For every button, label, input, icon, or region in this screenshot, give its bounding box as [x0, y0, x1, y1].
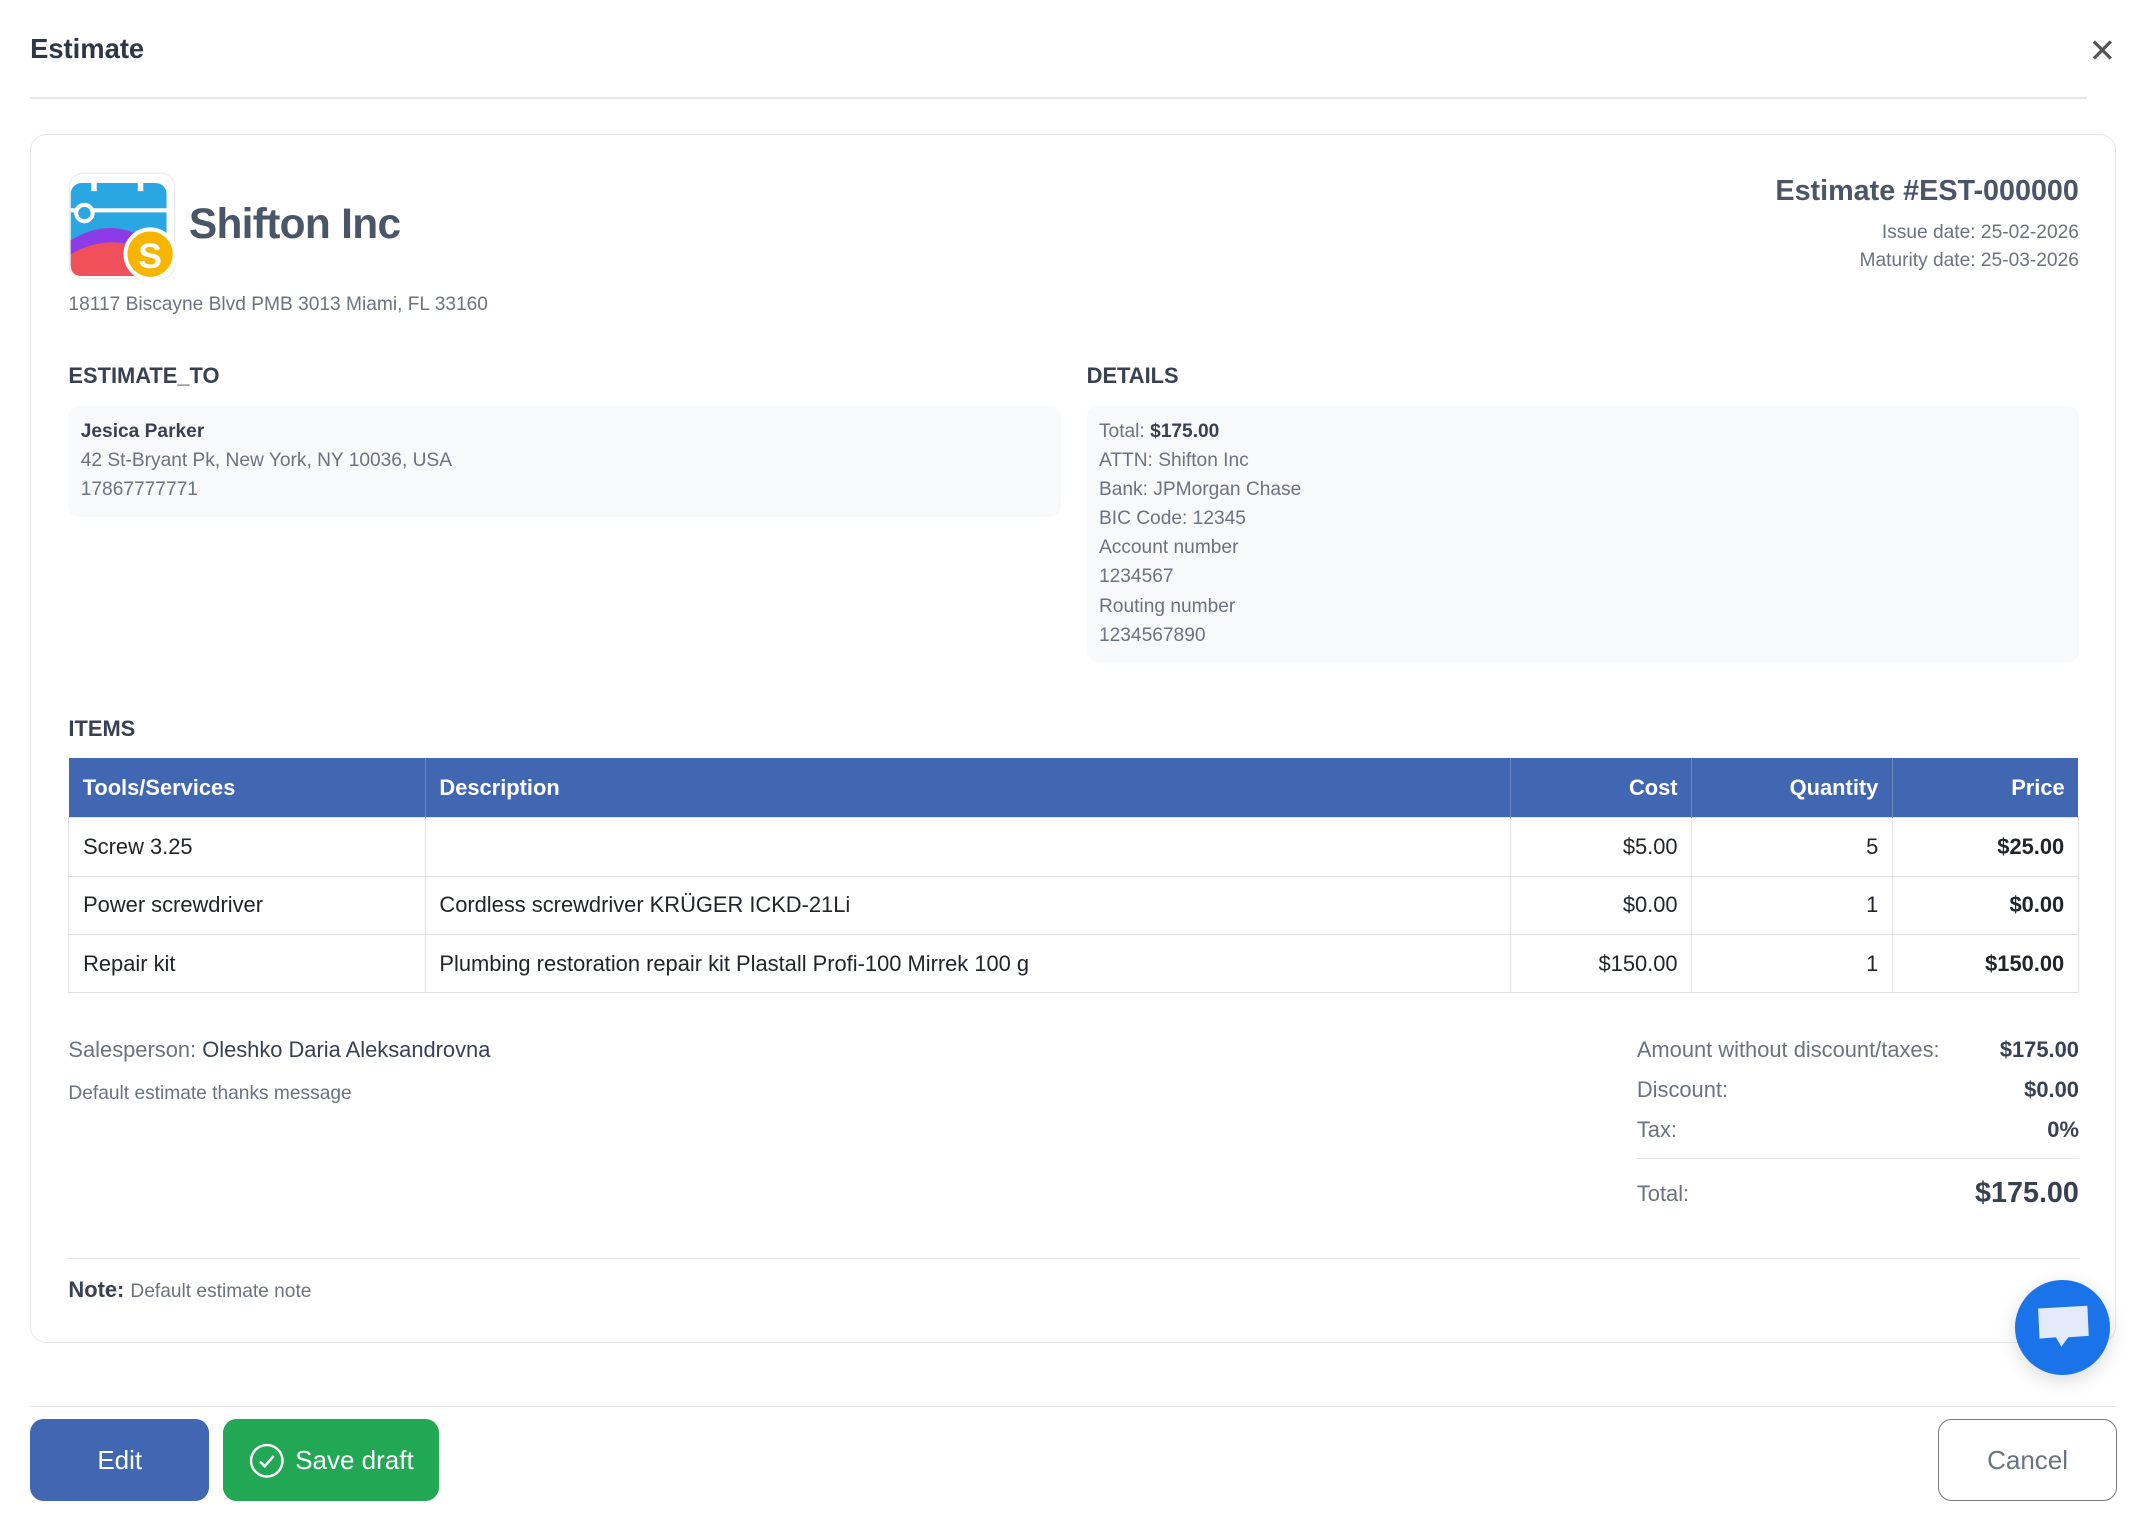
chat-button[interactable] [2014, 1279, 2111, 1376]
chat-bubble-icon [2037, 1305, 2089, 1347]
estimate-number: Estimate #EST-000000 [1775, 175, 2079, 208]
col-price: Price [1892, 758, 2079, 818]
edit-button[interactable]: Edit [30, 1419, 210, 1502]
cancel-button[interactable]: Cancel [1937, 1419, 2118, 1502]
cell-price: $150.00 [1892, 933, 2079, 994]
details-line: Account number [1098, 537, 1239, 559]
modal-title: Estimate [30, 32, 145, 64]
cell-tool: Power screwdriver [68, 875, 426, 935]
tax-label: Tax: [1636, 1116, 1677, 1142]
salesperson-name: Oleshko Daria Aleksandrovna [202, 1037, 491, 1063]
total-label: Total: [1636, 1181, 1690, 1207]
details-line: Bank: JPMorgan Chase [1098, 479, 1302, 501]
items-table: Tools/Services Description Cost Quantity… [68, 758, 2079, 994]
details-total-label: Total: [1098, 421, 1145, 443]
client-name: Jesica Parker [80, 421, 205, 443]
close-icon[interactable]: ✕ [2088, 31, 2116, 69]
tax-value: 0% [2047, 1116, 2079, 1142]
maturity-date: Maturity date: 25-03-2026 [1859, 250, 2079, 272]
items-heading: ITEMS [68, 715, 136, 741]
divider [30, 97, 2088, 99]
total-value: $175.00 [1975, 1176, 2079, 1209]
divider [30, 1405, 2118, 1407]
cell-quantity: 1 [1691, 933, 1894, 994]
col-cost: Cost [1510, 758, 1693, 818]
save-draft-button[interactable]: Save draft [223, 1419, 440, 1502]
details-line: ATTN: Shifton Inc [1098, 450, 1249, 472]
discount-value: $0.00 [2024, 1077, 2079, 1103]
estimate-to-heading: ESTIMATE_TO [68, 362, 220, 388]
discount-label: Discount: [1636, 1077, 1729, 1103]
col-description: Description [425, 758, 1511, 818]
cell-cost: $0.00 [1509, 875, 1693, 935]
issue-date: Issue date: 25-02-2026 [1881, 221, 2079, 243]
divider [1636, 1157, 2079, 1160]
cell-description [424, 817, 1511, 877]
details-line: 1234567 [1098, 566, 1174, 588]
client-address: 42 St-Bryant Pk, New York, NY 10036, USA [80, 450, 452, 472]
table-row: Repair kit Plumbing restoration repair ki… [68, 933, 2079, 994]
details-line: BIC Code: 12345 [1098, 508, 1246, 530]
details-heading: DETAILS [1086, 362, 1179, 388]
salesperson-label: Salesperson: [68, 1037, 197, 1063]
svg-text:S: S [139, 236, 163, 276]
cell-quantity: 5 [1691, 817, 1894, 877]
cell-tool: Repair kit [68, 933, 426, 994]
amount-label: Amount without discount/taxes: [1636, 1037, 1940, 1063]
cell-tool: Screw 3.25 [68, 817, 426, 877]
estimate-card [30, 134, 2116, 1343]
thanks-message: Default estimate thanks message [68, 1082, 352, 1104]
cell-quantity: 1 [1691, 875, 1894, 935]
cell-cost: $150.00 [1509, 933, 1693, 994]
details-box: Total: $175.00 ATTN: Shifton Inc Bank: J… [1086, 406, 2079, 663]
note-label: Note: [68, 1276, 125, 1302]
company-logo: S [69, 173, 177, 281]
cell-description: Cordless screwdriver KRÜGER ICKD-21Li [424, 875, 1511, 935]
company-address: 18117 Biscayne Blvd PMB 3013 Miami, FL 3… [68, 294, 488, 316]
details-line: 1234567890 [1098, 624, 1206, 646]
note-text: Default estimate note [130, 1280, 312, 1302]
amount-value: $175.00 [1999, 1037, 2079, 1063]
cell-price: $0.00 [1892, 875, 2079, 935]
salesperson: Salesperson: Oleshko Daria Aleksandrovna [68, 1037, 490, 1063]
cell-price: $25.00 [1892, 817, 2079, 877]
col-tools: Tools/Services [68, 758, 426, 818]
company-name: Shifton Inc [188, 199, 401, 247]
client-phone: 17867777771 [80, 479, 198, 501]
cell-cost: $5.00 [1509, 817, 1693, 877]
check-circle-icon [249, 1443, 284, 1478]
estimate-to-box: Jesica Parker 42 St-Bryant Pk, New York,… [68, 406, 1061, 518]
cell-description: Plumbing restoration repair kit Plastall… [424, 933, 1511, 994]
details-line: Routing number [1098, 595, 1236, 617]
note: Note: Default estimate note [68, 1277, 311, 1303]
col-quantity: Quantity [1691, 758, 1894, 818]
save-draft-label: Save draft [295, 1444, 414, 1475]
table-row: Power screwdriver Cordless screwdriver KR… [68, 875, 2079, 935]
details-total-value: $175.00 [1150, 421, 1220, 443]
divider [68, 1257, 2079, 1260]
table-row: Screw 3.25 $5.00 5 $25.00 [68, 817, 2079, 877]
